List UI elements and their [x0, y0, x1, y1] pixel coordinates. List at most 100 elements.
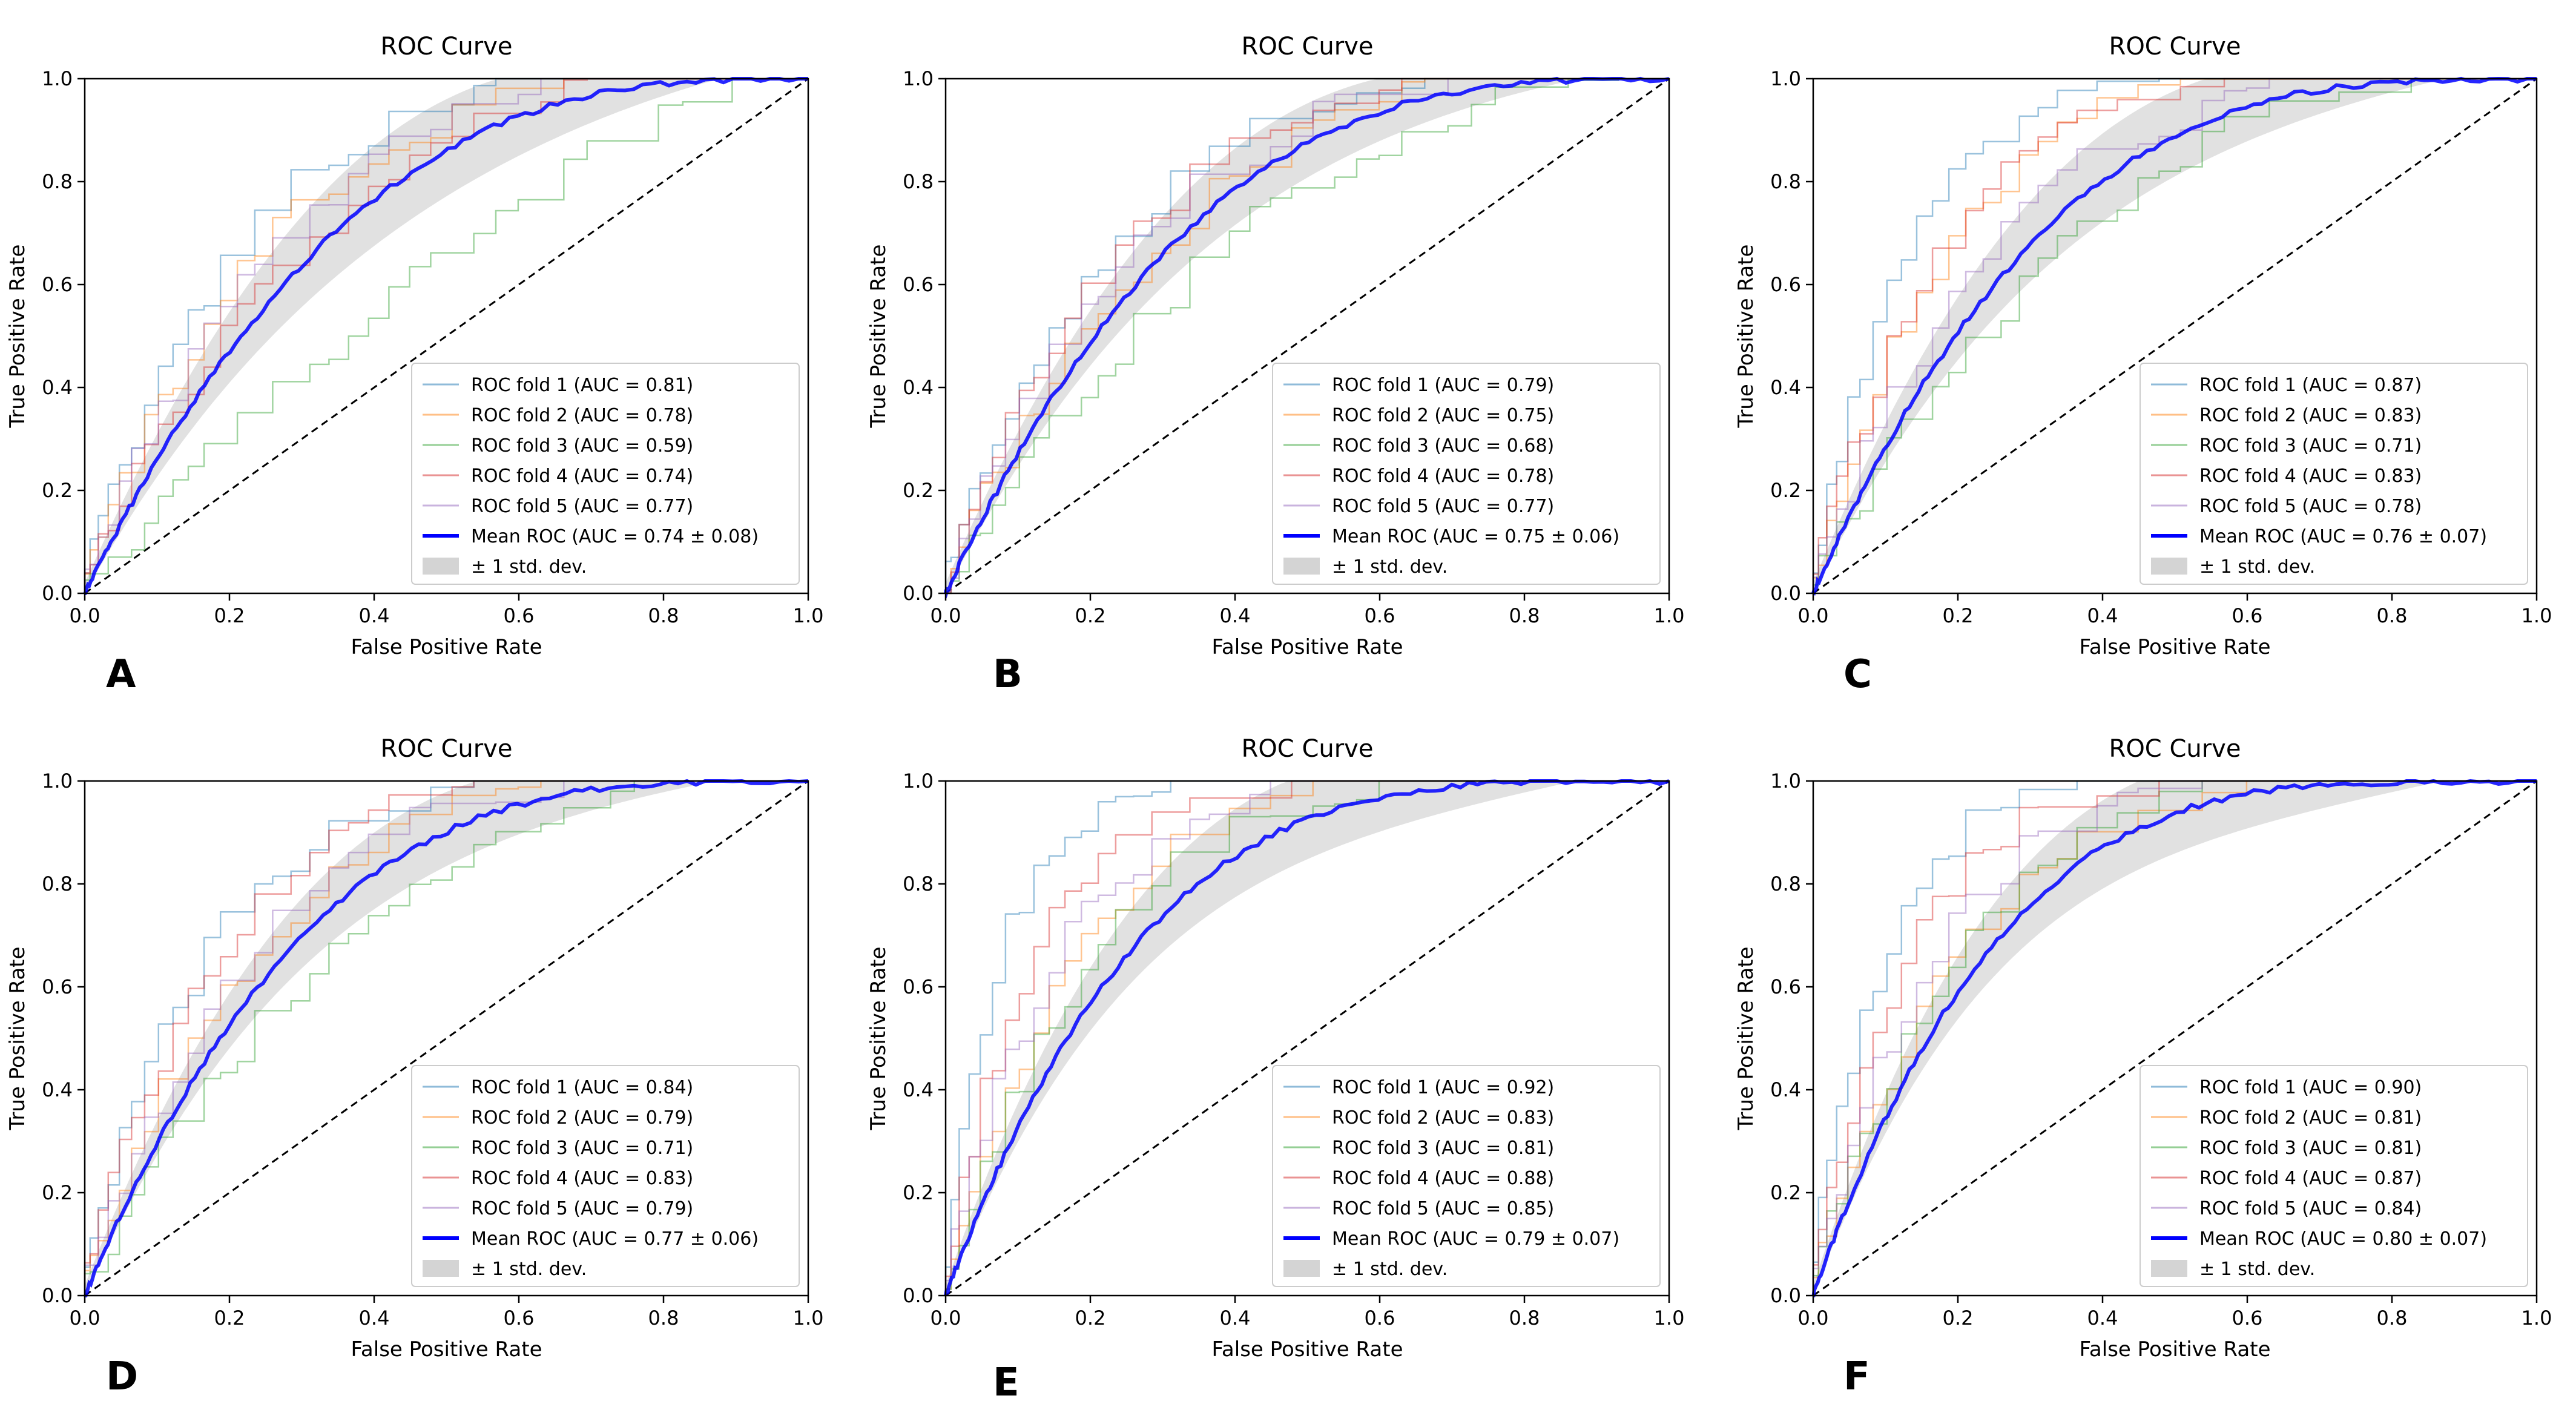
x-tick-label: 0.8	[2377, 1306, 2408, 1330]
legend-mean-label: Mean ROC (AUC = 0.76 ± 0.07)	[2199, 526, 2487, 547]
x-tick-label: 1.0	[2522, 604, 2552, 627]
std-band	[85, 781, 808, 1296]
y-tick-label: 0.6	[1770, 975, 1801, 998]
chart-title: ROC Curve	[1242, 735, 1374, 763]
y-tick-label: 0.4	[42, 376, 73, 399]
y-tick-label: 0.2	[1770, 479, 1801, 502]
legend-fold-1-label: ROC fold 1 (AUC = 0.90)	[2199, 1077, 2422, 1098]
x-tick-label: 0.6	[1365, 604, 1395, 627]
x-tick-label: 0.0	[931, 1306, 961, 1330]
legend-mean-label: Mean ROC (AUC = 0.79 ± 0.07)	[1332, 1228, 1619, 1250]
x-tick-label: 0.2	[214, 604, 245, 627]
plot-frame	[84, 780, 809, 1297]
y-tick-label: 0.6	[903, 975, 934, 998]
legend-box	[2140, 363, 2528, 585]
x-tick-label: 0.4	[359, 604, 390, 627]
legend-std-swatch	[423, 558, 459, 575]
y-tick-label: 1.0	[903, 67, 934, 90]
legend-fold-2-label: ROC fold 2 (AUC = 0.83)	[1332, 1107, 1554, 1129]
legend-std-swatch	[2151, 558, 2187, 575]
legend-fold-4-label: ROC fold 4 (AUC = 0.83)	[471, 1168, 693, 1189]
y-tick-label: 0.8	[903, 872, 934, 895]
y-tick-label: 1.0	[903, 769, 934, 792]
x-tick-label: 0.2	[214, 1306, 245, 1330]
y-tick-label: 0.0	[903, 1284, 934, 1307]
y-tick-label: 0.8	[42, 170, 73, 193]
x-axis-label: False Positive Rate	[351, 1337, 542, 1362]
legend-fold-5-label: ROC fold 5 (AUC = 0.77)	[1332, 496, 1554, 517]
plot-frame	[944, 780, 1670, 1297]
x-tick-label: 0.6	[504, 1306, 535, 1330]
y-tick-label: 0.0	[42, 1284, 73, 1307]
legend-fold-2-label: ROC fold 2 (AUC = 0.78)	[471, 405, 693, 426]
legend-std-label: ± 1 std. dev.	[1332, 556, 1448, 578]
chart-title: ROC Curve	[381, 33, 513, 61]
x-tick-label: 1.0	[793, 1306, 824, 1330]
x-axis-label: False Positive Rate	[1212, 1337, 1403, 1362]
y-tick-label: 0.0	[903, 582, 934, 605]
y-tick-label: 0.2	[1770, 1181, 1801, 1204]
legend-box	[411, 1065, 800, 1287]
y-axis-label: True Positive Rate	[866, 245, 891, 429]
legend-box	[1272, 1065, 1661, 1287]
legend-fold-3-label: ROC fold 3 (AUC = 0.71)	[2199, 435, 2422, 456]
y-tick-label: 0.4	[42, 1078, 73, 1101]
x-tick-label: 0.4	[1220, 1306, 1251, 1330]
legend-std-swatch	[423, 1260, 459, 1277]
legend-mean-label: Mean ROC (AUC = 0.80 ± 0.07)	[2199, 1228, 2487, 1250]
x-tick-label: 0.2	[1943, 1306, 1974, 1330]
y-tick-label: 0.2	[42, 479, 73, 502]
roc-fold-1-line	[944, 77, 1669, 593]
legend-fold-5-label: ROC fold 5 (AUC = 0.78)	[2199, 496, 2422, 517]
x-tick-label: 0.0	[931, 604, 961, 627]
y-tick-label: 0.6	[903, 273, 934, 296]
x-tick-label: 0.8	[648, 604, 679, 627]
legend-fold-2-label: ROC fold 2 (AUC = 0.81)	[2199, 1107, 2422, 1129]
legend-fold-1-label: ROC fold 1 (AUC = 0.81)	[471, 375, 693, 396]
y-tick-label: 1.0	[1770, 67, 1801, 90]
x-tick-label: 0.4	[2087, 604, 2118, 627]
x-tick-label: 0.4	[359, 1306, 390, 1330]
y-tick-label: 1.0	[1770, 769, 1801, 792]
legend-fold-2-label: ROC fold 2 (AUC = 0.75)	[1332, 405, 1554, 426]
legend-std-label: ± 1 std. dev.	[471, 556, 587, 578]
x-tick-label: 1.0	[2522, 1306, 2552, 1330]
legend-fold-5-label: ROC fold 5 (AUC = 0.84)	[2199, 1198, 2422, 1219]
legend-fold-2-label: ROC fold 2 (AUC = 0.83)	[2199, 405, 2422, 426]
y-axis-label: True Positive Rate	[5, 947, 30, 1131]
chart-title: ROC Curve	[381, 735, 513, 763]
x-tick-label: 0.4	[1220, 604, 1251, 627]
chart-title: ROC Curve	[2109, 33, 2241, 61]
y-tick-label: 0.0	[1770, 582, 1801, 605]
legend-box	[1272, 363, 1661, 585]
legend-fold-4-label: ROC fold 4 (AUC = 0.78)	[1332, 466, 1554, 487]
plot-frame	[84, 77, 809, 595]
roc-fold-3-line	[84, 77, 808, 593]
legend-std-label: ± 1 std. dev.	[471, 1259, 587, 1280]
chance-line	[945, 77, 1670, 595]
y-tick-label: 0.4	[903, 1078, 934, 1101]
chance-line	[1813, 77, 2537, 595]
x-tick-label: 0.0	[70, 604, 100, 627]
mean-roc-line	[1811, 779, 2537, 1297]
x-tick-label: 0.6	[2232, 604, 2263, 627]
legend-fold-4-label: ROC fold 4 (AUC = 0.83)	[2199, 466, 2422, 487]
legend-std-label: ± 1 std. dev.	[2199, 1259, 2315, 1280]
legend-std-label: ± 1 std. dev.	[2199, 556, 2315, 578]
legend-fold-3-label: ROC fold 3 (AUC = 0.81)	[1332, 1138, 1554, 1159]
chart-title: ROC Curve	[1242, 33, 1374, 61]
panel-letter: B	[993, 652, 1023, 697]
x-tick-label: 1.0	[793, 604, 824, 627]
x-tick-label: 0.6	[1365, 1306, 1395, 1330]
legend-box	[2140, 1065, 2528, 1287]
y-tick-label: 0.8	[903, 170, 934, 193]
mean-roc-line	[83, 77, 808, 595]
y-tick-label: 0.8	[1770, 170, 1801, 193]
y-axis-label: True Positive Rate	[5, 245, 30, 429]
y-tick-label: 0.8	[1770, 872, 1801, 895]
